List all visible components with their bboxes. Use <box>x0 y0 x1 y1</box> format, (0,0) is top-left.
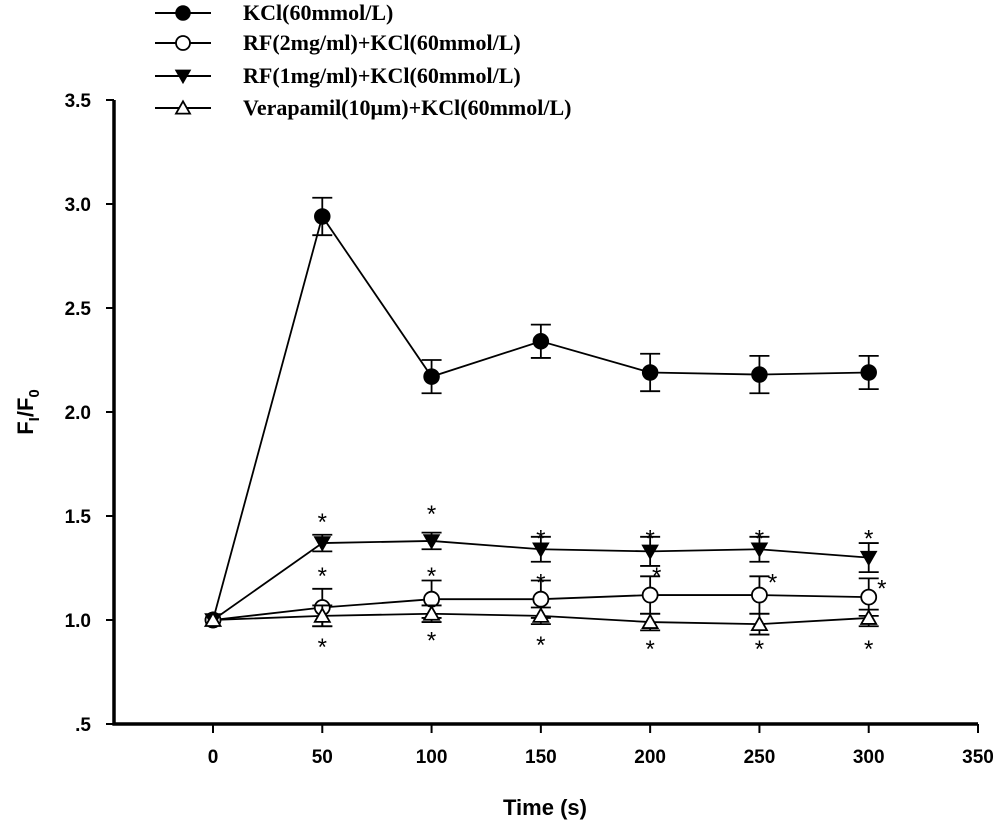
marker-open-circle <box>423 590 440 608</box>
marker-filled-circle <box>532 333 550 350</box>
marker-filled-triangle-down <box>313 536 332 552</box>
marker-filled-triangle-down <box>174 69 192 85</box>
marker-filled-triangle-down <box>532 542 550 558</box>
series-3-points <box>203 604 879 636</box>
marker-open-circle <box>175 35 191 51</box>
significance-asterisk: * <box>427 501 436 528</box>
y-tick-label: 2.0 <box>65 403 91 424</box>
axes: .5 1.0 1.5 2.0 2.5 3.0 3.5 0 50 100 150 200 250 300 3… <box>65 91 994 768</box>
x-tick-label: 350 <box>962 747 994 768</box>
marker-open-circle <box>860 588 878 606</box>
marker-open-triangle-up <box>313 606 332 623</box>
legend-label: RF(2mg/ml)+KCl(60mmol/L) <box>243 30 521 55</box>
significance-asterisk: * <box>536 632 545 659</box>
y-tick-label: .5 <box>75 715 91 736</box>
marker-filled-triangle-down <box>750 542 769 558</box>
marker-filled-circle <box>860 364 877 381</box>
x-tick-label: 250 <box>744 747 776 768</box>
significance-asterisk: * <box>318 509 327 536</box>
marker-open-triangle-up <box>203 611 223 627</box>
marker-filled-triangle-down <box>422 534 441 550</box>
significance-asterisk: * <box>427 563 436 590</box>
marker-open-triangle-up <box>174 99 192 115</box>
marker-filled-circle <box>423 368 440 385</box>
y-axis-title-slash: / <box>13 411 38 417</box>
legend: KCl(60mmol/L) RF(2mg/ml)+KCl(60mmol/L) RF(… <box>155 0 572 120</box>
marker-open-circle <box>641 586 659 604</box>
significance-asterisk: * <box>536 526 545 553</box>
significance-asterisk: * <box>645 526 654 553</box>
marker-open-triangle-up <box>531 606 550 623</box>
marker-open-triangle-up <box>422 604 441 621</box>
marker-open-triangle-up <box>750 615 769 632</box>
significance-asterisk: * <box>652 563 661 590</box>
significance-asterisk: * <box>755 636 764 663</box>
y-ticks: .5 1.0 1.5 2.0 2.5 3.0 3.5 <box>65 91 114 736</box>
x-ticks: 0 50 100 150 200 250 300 350 <box>208 724 994 768</box>
series-layer <box>203 196 879 636</box>
y-tick-label: 2.5 <box>65 299 92 320</box>
y-axis-title-sub-1: I <box>26 417 43 421</box>
legend-label: KCl(60mmol/L) <box>243 0 393 25</box>
marker-filled-circle <box>751 366 768 383</box>
significance-asterisk: * <box>318 563 327 590</box>
significance-asterisk: * <box>427 628 436 655</box>
y-axis-title: FI/F0 <box>13 389 43 435</box>
y-tick-label: 1.0 <box>65 611 91 632</box>
x-tick-label: 0 <box>208 747 219 768</box>
marker-filled-circle <box>175 5 191 21</box>
x-axis-title: Time (s) <box>503 795 587 820</box>
significance-asterisk: * <box>755 526 764 553</box>
y-tick-label: 3.5 <box>65 91 92 112</box>
significance-asterisk: * <box>877 576 886 603</box>
significance-asterisk: * <box>645 636 654 663</box>
legend-label: RF(1mg/ml)+KCl(60mmol/L) <box>243 63 521 88</box>
legend-item: RF(2mg/ml)+KCl(60mmol/L) <box>155 30 521 55</box>
series-2-points <box>204 531 879 629</box>
y-tick-label: 3.0 <box>65 195 91 216</box>
legend-item: KCl(60mmol/L) <box>155 0 393 25</box>
x-tick-label: 50 <box>312 747 333 768</box>
x-tick-label: 100 <box>416 747 448 768</box>
marker-filled-triangle-down <box>641 544 659 560</box>
y-axis-title-main-1: F <box>13 421 38 434</box>
significance-annotations: ****************** <box>318 501 887 663</box>
x-tick-label: 200 <box>634 747 666 768</box>
y-tick-label: 1.5 <box>65 507 92 528</box>
significance-asterisk: * <box>864 636 873 663</box>
x-tick-label: 300 <box>853 747 885 768</box>
legend-item: RF(1mg/ml)+KCl(60mmol/L) <box>155 63 521 88</box>
series-0-points <box>204 196 879 629</box>
significance-asterisk: * <box>318 634 327 661</box>
marker-open-triangle-up <box>859 608 878 625</box>
x-tick-label: 150 <box>525 747 557 768</box>
legend-label: Verapamil(10μm)+KCl(60mmol/L) <box>243 95 572 120</box>
marker-filled-circle <box>641 364 659 381</box>
legend-item: Verapamil(10μm)+KCl(60mmol/L) <box>155 95 572 120</box>
marker-filled-triangle-down <box>859 550 878 567</box>
y-axis-title-main-2: F <box>13 398 38 411</box>
marker-open-triangle-up <box>641 613 660 629</box>
significance-asterisk: * <box>864 526 873 553</box>
marker-filled-circle <box>314 208 331 225</box>
marker-open-circle <box>751 586 768 604</box>
significance-asterisk: * <box>768 569 777 596</box>
significance-asterisk: * <box>536 569 545 596</box>
y-axis-title-sub-2: 0 <box>26 389 43 397</box>
